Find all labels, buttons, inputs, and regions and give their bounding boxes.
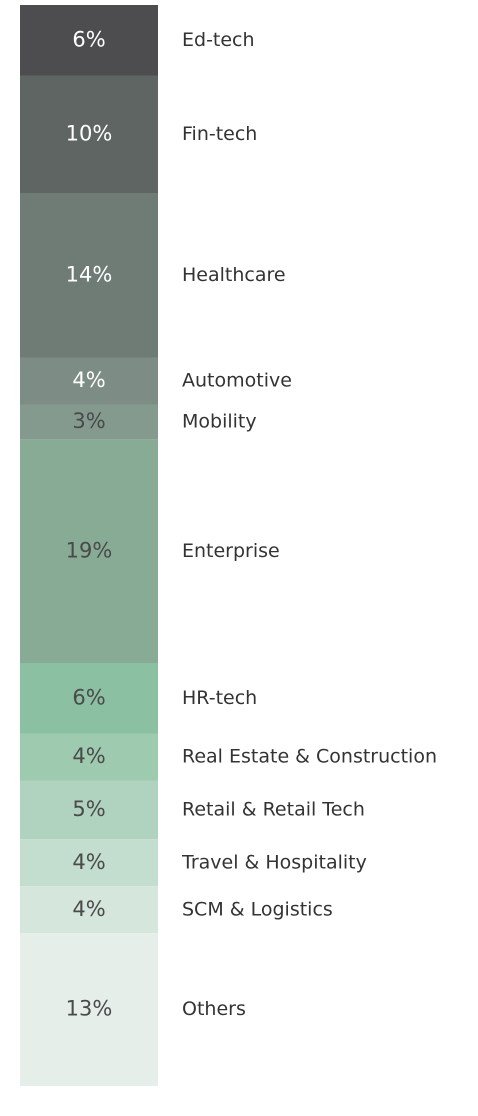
segment-label: Mobility [182, 411, 257, 433]
bar-segment [20, 193, 158, 358]
bar-segment [20, 404, 158, 440]
segment-label: Enterprise [182, 540, 280, 562]
segment-label: SCM & Logistics [182, 898, 333, 920]
value-label: 19% [66, 538, 113, 562]
bar-segment [20, 439, 158, 663]
segment-label: Fin-tech [182, 123, 257, 145]
segment-label: Retail & Retail Tech [182, 798, 365, 820]
value-label: 10% [66, 121, 113, 145]
value-label: 4% [72, 850, 105, 874]
value-label: 4% [72, 368, 105, 392]
bar-segment [20, 839, 158, 887]
value-label: 5% [72, 797, 105, 821]
value-label: 4% [72, 897, 105, 921]
bar-segment [20, 886, 158, 934]
bar-segment [20, 75, 158, 193]
segment-label: HR-tech [182, 687, 257, 709]
bar-segment [20, 933, 158, 1086]
value-label: 4% [72, 744, 105, 768]
bar-segment [20, 357, 158, 405]
value-label: 6% [72, 685, 105, 709]
segment-label: Healthcare [182, 264, 286, 286]
segment-label: Automotive [182, 370, 292, 392]
value-label: 3% [72, 409, 105, 433]
segment-label: Ed-tech [182, 29, 255, 51]
segment-label: Travel & Hospitality [181, 851, 367, 873]
bar-segment [20, 663, 158, 734]
bar-segment [20, 780, 158, 840]
value-label: 13% [66, 997, 113, 1021]
bar-segment [20, 733, 158, 781]
segment-label: Others [182, 998, 246, 1020]
value-label: 6% [72, 27, 105, 51]
value-label: 14% [66, 262, 113, 286]
bar-segment [20, 5, 158, 76]
segment-label: Real Estate & Construction [182, 746, 437, 768]
